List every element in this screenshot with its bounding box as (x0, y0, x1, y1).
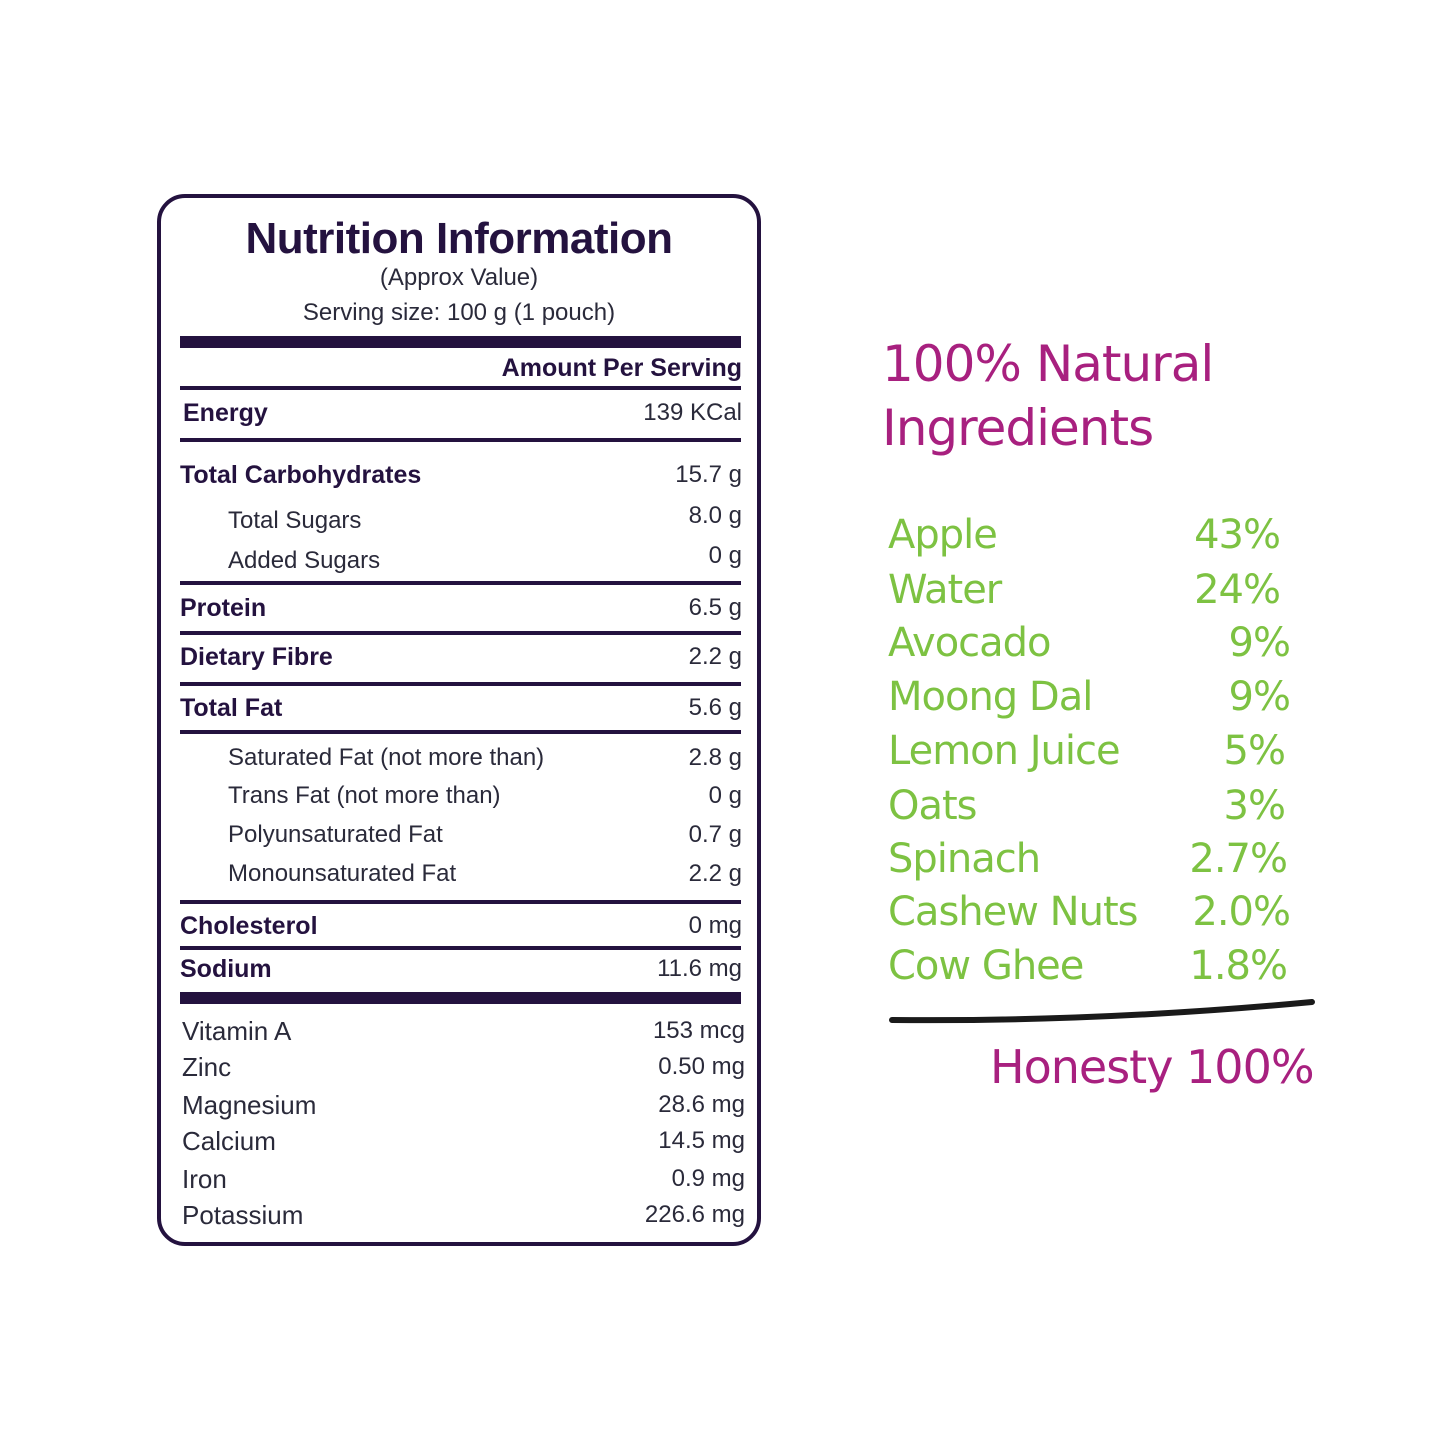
row-divider (180, 900, 741, 904)
row-divider (180, 682, 741, 686)
nutrient-value: 139 KCal (643, 399, 742, 426)
ingredient-name: Lemon Juice (888, 728, 1121, 774)
ingredient-percent: 1.8% (1189, 943, 1288, 989)
nutrient-label: Trans Fat (not more than) (228, 782, 501, 809)
nutrient-label: Total Fat (180, 694, 283, 722)
ingredient-name: Oats (888, 783, 978, 829)
nutrient-label: Dietary Fibre (180, 643, 333, 671)
ingredients-heading: 100% Natural Ingredients (882, 332, 1214, 460)
nutrient-value: 0 mg (688, 912, 742, 939)
ingredient-name: Moong Dal (888, 674, 1093, 720)
mineral-value: 0.50 mg (658, 1053, 745, 1080)
ingredient-percent: 43% (1194, 512, 1281, 558)
nutrient-label: Cholesterol (180, 912, 318, 940)
ingredients-heading-line2: Ingredients (882, 399, 1154, 457)
row-divider (180, 438, 741, 442)
ingredient-name: Avocado (888, 620, 1052, 666)
serving-size: Serving size: 100 g (1 pouch) (302, 299, 616, 326)
mineral-value: 226.6 mg (644, 1201, 745, 1228)
ingredients-heading-line1: 100% Natural (882, 335, 1214, 393)
row-divider (180, 946, 741, 950)
nutrient-value: 2.8 g (688, 744, 742, 771)
approx-value-note: (Approx Value) (379, 264, 539, 291)
row-divider (180, 386, 741, 390)
row-divider (180, 581, 741, 585)
mineral-label: Zinc (182, 1052, 232, 1082)
thick-divider (180, 992, 741, 1004)
mineral-value: 153 mcg (652, 1017, 745, 1044)
nutrient-value: 5.6 g (688, 694, 742, 721)
ingredient-percent: 3% (1223, 783, 1286, 829)
ingredient-name: Spinach (888, 836, 1041, 882)
ingredient-percent: 9% (1228, 620, 1291, 666)
mineral-label: Calcium (182, 1126, 276, 1156)
ingredient-percent: 9% (1228, 674, 1291, 720)
nutrient-value: 2.2 g (688, 860, 742, 887)
nutrient-label: Protein (180, 594, 267, 622)
mineral-label: Magnesium (182, 1090, 317, 1120)
nutrient-value: 15.7 g (675, 461, 742, 488)
thick-divider (180, 336, 741, 348)
ingredient-name: Cow Ghee (888, 943, 1084, 989)
mineral-label: Iron (182, 1164, 227, 1194)
nutrient-label: Energy (183, 399, 268, 427)
nutrient-label: Added Sugars (228, 547, 381, 574)
ingredient-percent: 5% (1223, 728, 1286, 774)
nutrient-value: 0.7 g (688, 821, 742, 848)
nutrient-label: Polyunsaturated Fat (228, 821, 443, 848)
honesty-tagline: Honesty 100% (990, 1040, 1315, 1094)
nutrient-label: Saturated Fat (not more than) (228, 744, 545, 771)
nutrient-label: Sodium (180, 955, 272, 983)
nutrient-value: 6.5 g (688, 594, 742, 621)
ingredient-percent: 24% (1194, 567, 1281, 613)
mineral-value: 28.6 mg (658, 1091, 745, 1118)
nutrient-value: 0 g (708, 782, 742, 809)
nutrient-label: Total Sugars (228, 507, 362, 534)
ingredient-name: Apple (888, 512, 998, 558)
mineral-label: Vitamin A (182, 1016, 292, 1046)
mineral-value: 0.9 mg (671, 1165, 745, 1192)
ingredient-name: Water (888, 567, 1002, 613)
ingredient-name: Cashew Nuts (888, 889, 1138, 935)
amount-per-serving-header: Amount Per Serving (501, 354, 742, 382)
nutrient-label: Monounsaturated Fat (228, 860, 457, 887)
ingredient-percent: 2.0% (1192, 889, 1291, 935)
nutrient-label: Total Carbohydrates (180, 461, 422, 489)
nutrition-title: Nutrition Information (245, 214, 674, 263)
nutrition-label-card (157, 194, 761, 1246)
mineral-label: Potassium (182, 1200, 304, 1230)
mineral-value: 14.5 mg (658, 1127, 745, 1154)
ingredient-percent: 2.7% (1189, 836, 1288, 882)
nutrient-value: 11.6 mg (657, 955, 742, 982)
nutrient-value: 2.2 g (688, 643, 742, 670)
nutrient-value: 8.0 g (688, 502, 742, 529)
row-divider (180, 730, 741, 734)
row-divider (180, 631, 741, 635)
nutrient-value: 0 g (708, 542, 742, 569)
